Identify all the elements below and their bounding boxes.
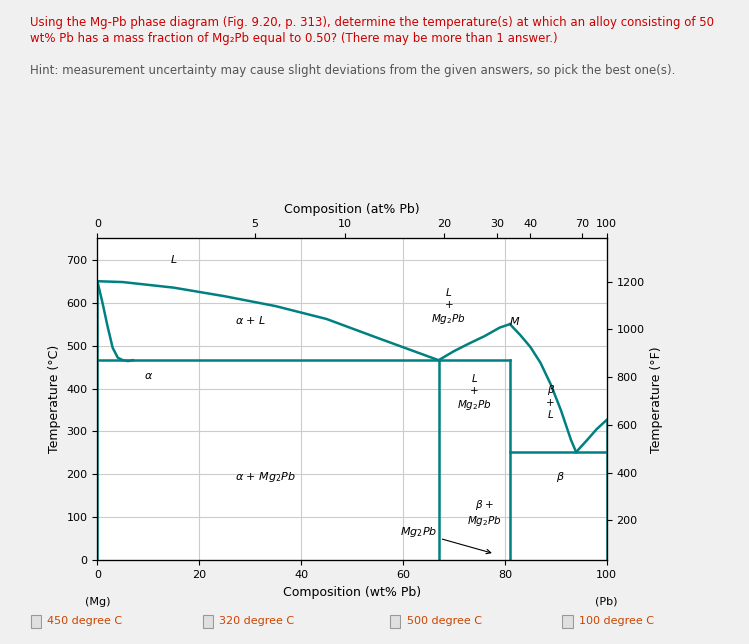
Y-axis label: Temperature (°C): Temperature (°C) — [48, 345, 61, 453]
Y-axis label: Temperature (°F): Temperature (°F) — [650, 346, 663, 453]
Text: $\alpha$ + L: $\alpha$ + L — [234, 314, 266, 326]
Text: (Pb): (Pb) — [595, 597, 618, 607]
Text: L
+
Mg$_2$Pb: L + Mg$_2$Pb — [431, 288, 467, 326]
Text: 320 degree C: 320 degree C — [219, 616, 294, 627]
Text: $\beta$ +
Mg$_2$Pb: $\beta$ + Mg$_2$Pb — [467, 498, 502, 528]
Text: $\alpha$ + Mg$_2$Pb: $\alpha$ + Mg$_2$Pb — [235, 469, 296, 484]
Text: Using the Mg-Pb phase diagram (Fig. 9.20, p. 313), determine the temperature(s) : Using the Mg-Pb phase diagram (Fig. 9.20… — [30, 16, 714, 29]
Text: wt% Pb has a mass fraction of Mg₂Pb equal to 0.50? (There may be more than 1 ans: wt% Pb has a mass fraction of Mg₂Pb equa… — [30, 32, 557, 45]
Text: $\beta$
+
L: $\beta$ + L — [546, 383, 555, 420]
Bar — [203, 615, 213, 628]
Text: 500 degree C: 500 degree C — [407, 616, 482, 627]
Text: $\alpha$: $\alpha$ — [144, 371, 153, 381]
Text: Hint: measurement uncertainty may cause slight deviations from the given answers: Hint: measurement uncertainty may cause … — [30, 64, 676, 77]
Text: M: M — [510, 317, 520, 327]
Text: 100 degree C: 100 degree C — [579, 616, 654, 627]
Text: L
+
Mg$_2$Pb: L + Mg$_2$Pb — [457, 374, 492, 412]
Text: Mg$_2$Pb: Mg$_2$Pb — [400, 526, 491, 554]
Bar — [390, 615, 400, 628]
X-axis label: Composition (wt% Pb): Composition (wt% Pb) — [283, 585, 421, 598]
Bar — [562, 615, 572, 628]
Text: L: L — [171, 255, 177, 265]
Bar — [31, 615, 40, 628]
Text: $\beta$: $\beta$ — [557, 469, 565, 484]
X-axis label: Composition (at% Pb): Composition (at% Pb) — [284, 203, 420, 216]
Text: 450 degree C: 450 degree C — [47, 616, 122, 627]
Text: (Mg): (Mg) — [85, 597, 110, 607]
